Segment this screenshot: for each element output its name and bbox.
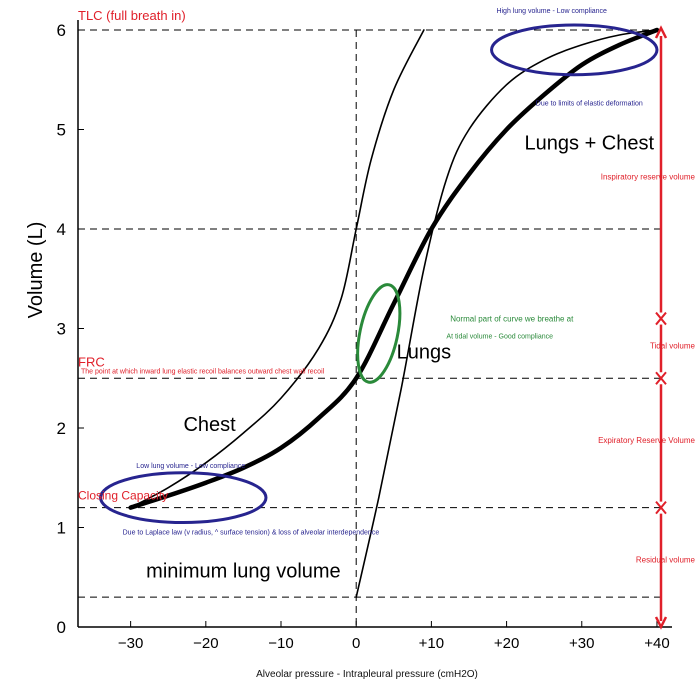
tidal-compliance-note: At tidal volume - Good compliance <box>446 333 553 340</box>
tlc-label: TLC (full breath in) <box>78 8 186 23</box>
low-volume-ellipse <box>99 471 268 525</box>
elastic-limit-note: Due to limits of elastic deformation <box>536 101 643 108</box>
y-tick-label: 4 <box>57 220 66 239</box>
y-axis-label: Volume (L) <box>25 222 47 319</box>
reference-lines <box>78 29 660 627</box>
chest-curve <box>129 29 425 509</box>
high-volume-ellipse <box>490 23 659 77</box>
x-tick-label: −20 <box>193 635 218 652</box>
residual-volume-label: Residual volume <box>636 555 696 564</box>
tidal-volume-label: Tidal volume <box>650 341 696 350</box>
high-lung-volume-note: High lung volume - Low compliance <box>496 8 607 15</box>
y-tick-label: 3 <box>57 320 66 339</box>
volume-marker-arrow-up <box>654 25 668 39</box>
y-tick-label: 5 <box>57 121 66 140</box>
minimum-lung-volume-label: minimum lung volume <box>146 560 341 582</box>
volume-markers <box>654 25 668 630</box>
normal-curve-note: Normal part of curve we breathe at <box>450 315 574 324</box>
low-lung-volume-note: Low lung volume - Low compliance <box>136 463 245 470</box>
laplace-note: Due to Laplace law (v radius, ^ surface … <box>123 529 380 536</box>
x-tick-label: −30 <box>118 635 143 652</box>
lungs-chest-curve-label: Lungs + Chest <box>525 132 655 154</box>
volume-marker-arrow-down <box>654 616 668 630</box>
y-tick-label: 0 <box>57 618 66 637</box>
inspiratory-reserve-volume-label: Inspiratory reserve volume <box>601 172 696 181</box>
x-tick-label: +30 <box>569 635 594 652</box>
x-tick-label: +10 <box>419 635 444 652</box>
highlight-ellipses <box>99 23 659 525</box>
x-tick-label: +40 <box>644 635 669 652</box>
expiratory-reserve-volume-label: Expiratory Reserve Volume <box>598 436 695 445</box>
curves <box>128 27 660 598</box>
x-tick-label: +20 <box>494 635 519 652</box>
lungs-curve <box>355 29 658 598</box>
lungs-curve-label: Lungs <box>397 341 452 363</box>
chest-curve-label: Chest <box>183 414 236 436</box>
frc-note: The point at which inward lung elastic r… <box>81 368 325 375</box>
volume-marker-x <box>655 371 667 385</box>
tidal-ellipse <box>356 283 402 384</box>
x-axis-label: Alveolar pressure - Intrapleural pressur… <box>256 669 478 680</box>
y-tick-label: 2 <box>57 419 66 438</box>
closing-capacity-label: Closing Capacity <box>78 489 168 503</box>
x-tick-label: 0 <box>352 635 360 652</box>
frc-label: FRC <box>78 354 105 369</box>
x-tick-label: −10 <box>268 635 293 652</box>
volume-marker-x <box>655 500 667 515</box>
y-tick-label: 1 <box>57 519 66 538</box>
axes <box>77 20 672 628</box>
volume-marker-x <box>655 311 667 326</box>
y-tick-label: 6 <box>57 21 66 40</box>
ticks: −30 −20 −10 0 +10 +20 +30 +40 0 1 2 3 4 5 6 <box>57 21 670 652</box>
